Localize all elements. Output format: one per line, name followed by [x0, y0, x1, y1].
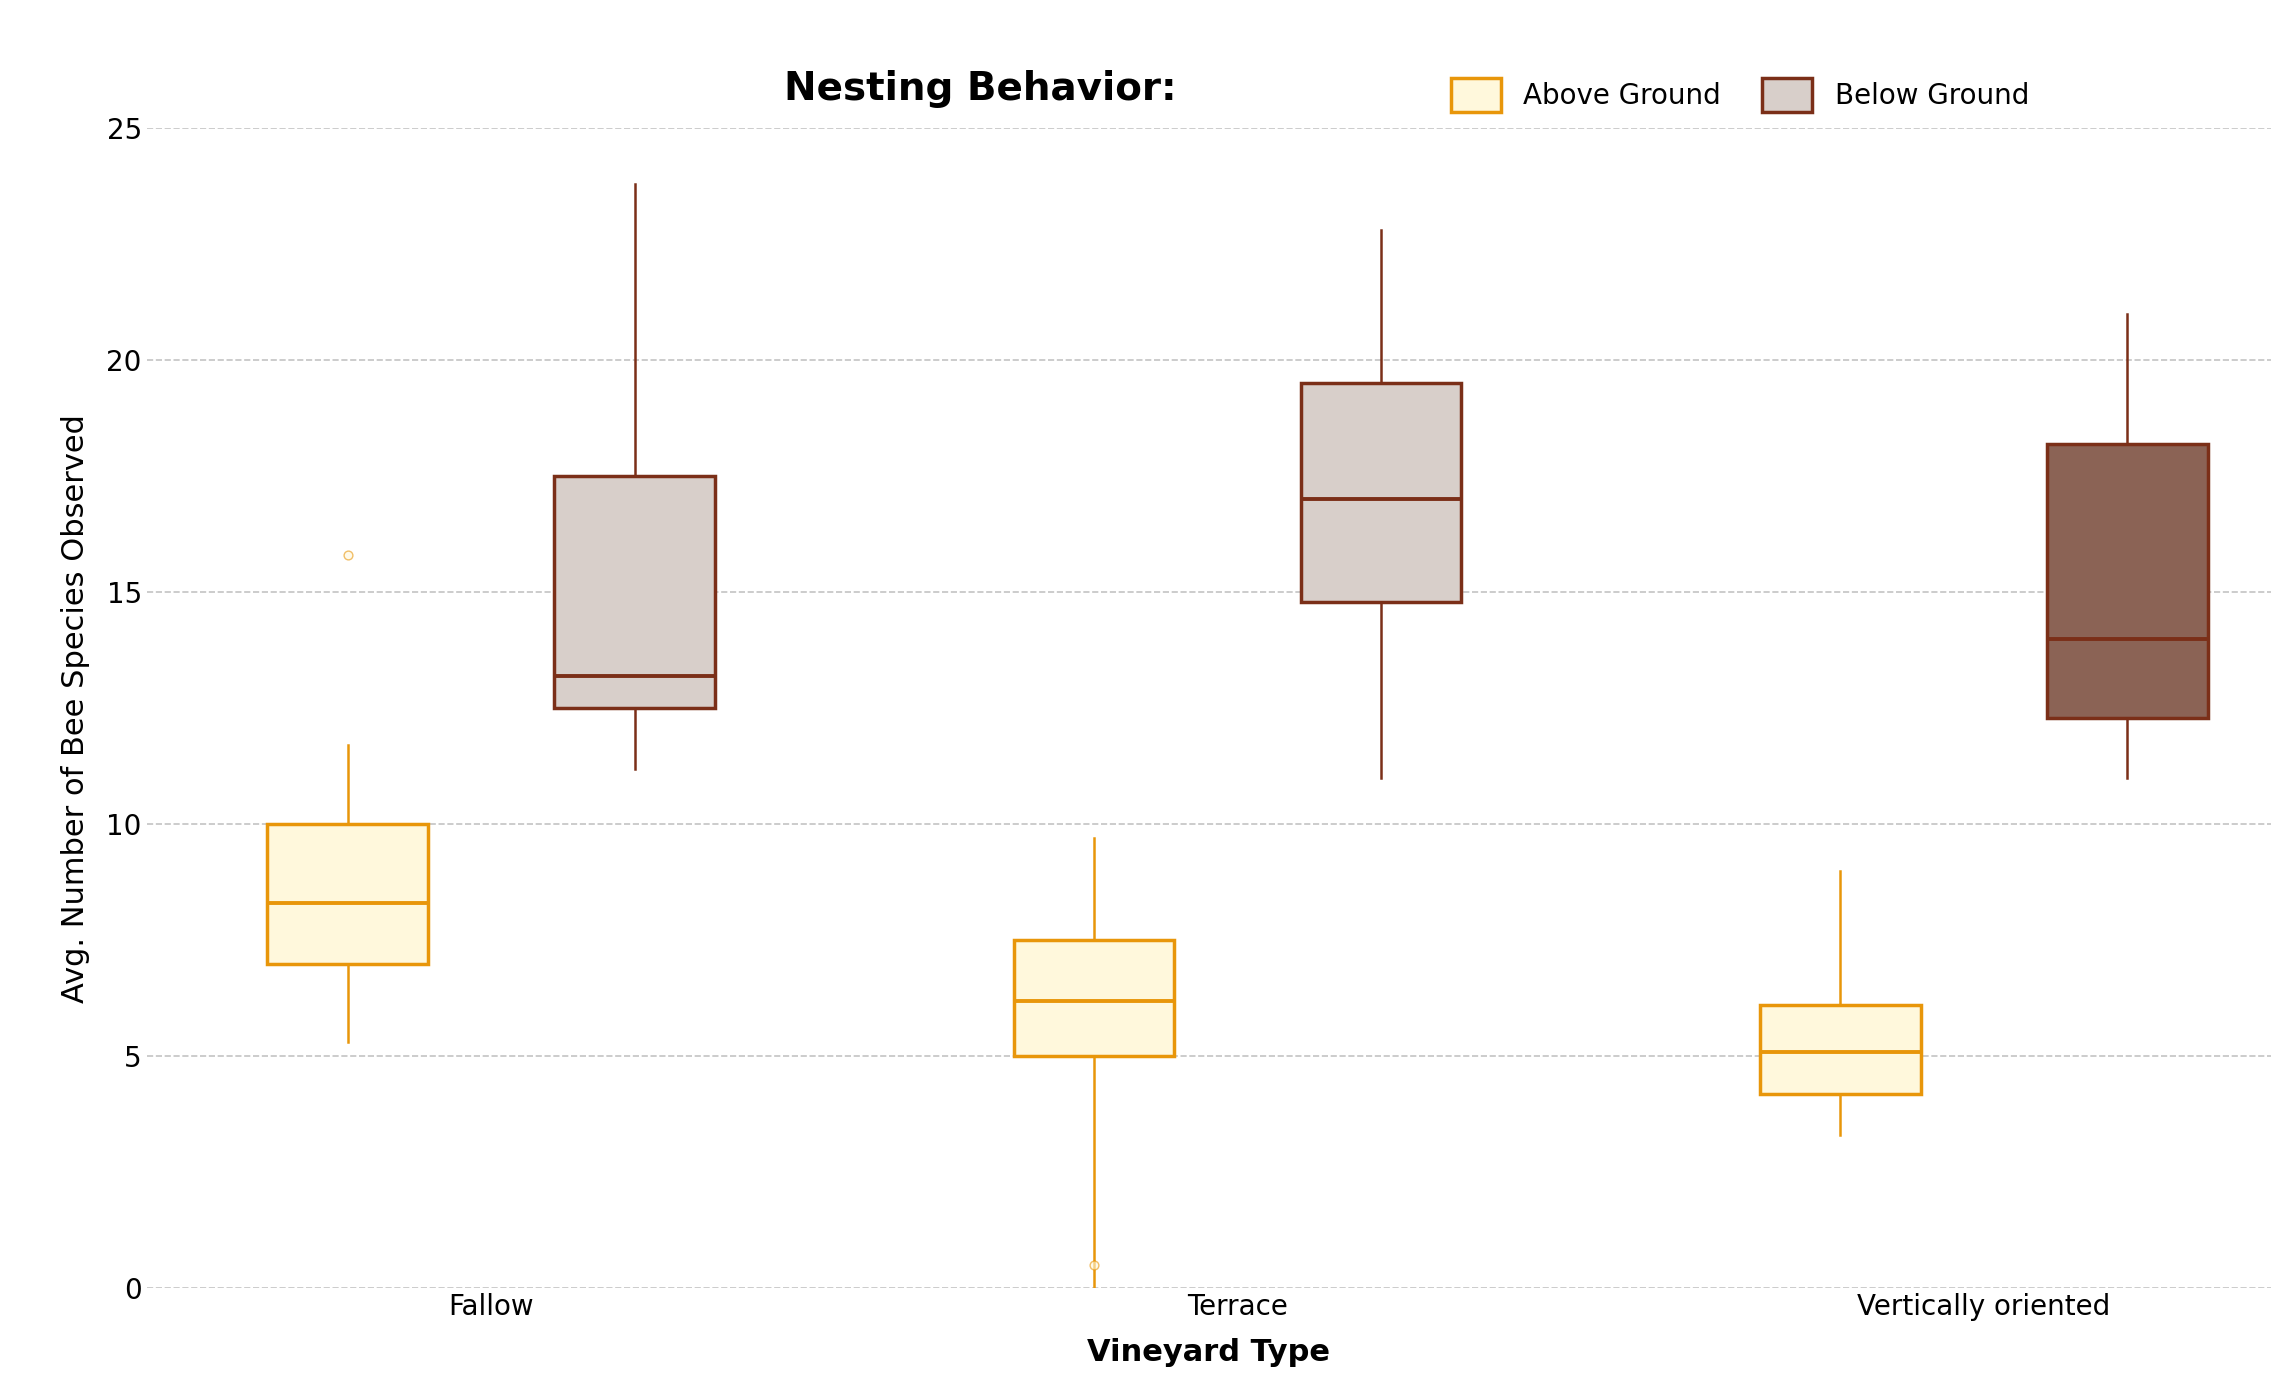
Point	[1077, 1255, 1113, 1277]
Point	[329, 545, 366, 567]
Bar	[1760, 1005, 1920, 1093]
Bar	[2046, 444, 2208, 717]
Y-axis label: Avg. Number of Bee Species Observed: Avg. Number of Bee Species Observed	[62, 413, 89, 1003]
Bar	[1013, 940, 1175, 1056]
X-axis label: Vineyard Type: Vineyard Type	[1088, 1338, 1330, 1367]
Bar	[1301, 383, 1461, 601]
Bar	[553, 477, 716, 708]
Legend: Above Ground, Below Ground: Above Ground, Below Ground	[1440, 66, 2039, 123]
Bar	[267, 824, 427, 963]
Text: Nesting Behavior:: Nesting Behavior:	[784, 70, 1177, 108]
